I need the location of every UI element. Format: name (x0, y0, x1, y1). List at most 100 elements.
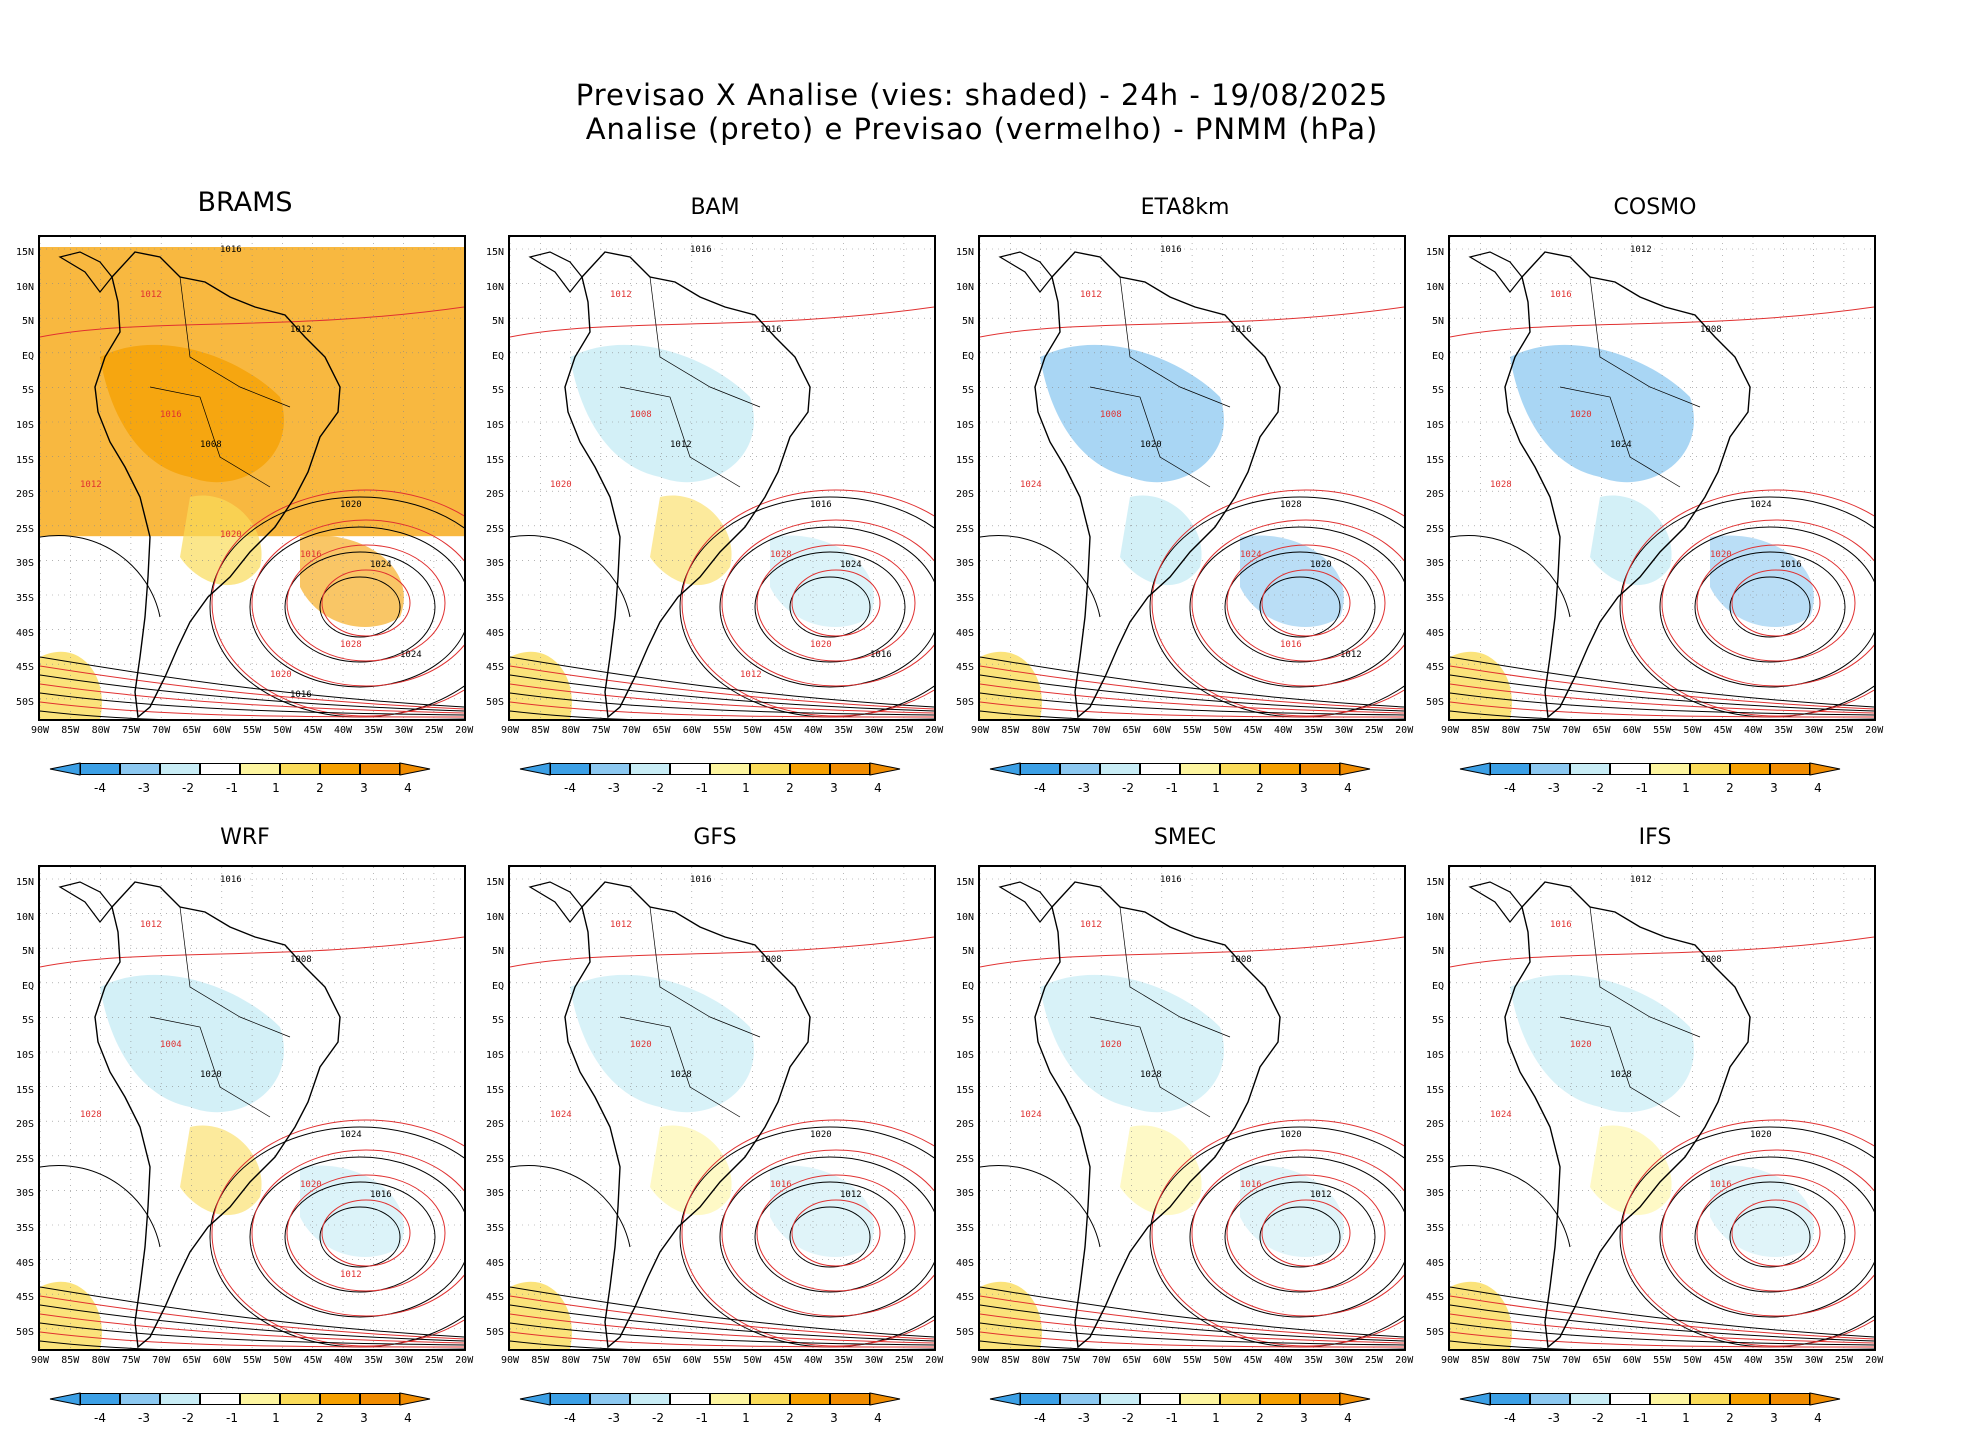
latitude-label: 50S (485, 696, 504, 708)
panel-title: GFS (693, 825, 737, 850)
continent-outline (1504, 881, 1751, 1349)
bias-shading (300, 1165, 404, 1257)
isobar-south (1450, 656, 1874, 708)
colorbar-segment (1570, 763, 1610, 775)
colorbar-segment (1180, 763, 1220, 775)
longitude-label: 70W (152, 1355, 171, 1366)
colorbar-label: -1 (226, 1411, 238, 1425)
colorbar-label: -1 (1166, 781, 1178, 795)
latitude-label: 25S (955, 1153, 974, 1165)
longitude-label: 70W (622, 1355, 641, 1366)
colorbar-segment (710, 763, 750, 775)
colorbar-segment (750, 1393, 790, 1405)
isobar-label: 1028 (340, 640, 362, 650)
colorbar-segment (670, 1393, 710, 1405)
colorbar-label: -2 (1592, 1411, 1604, 1425)
isobar-south (1450, 665, 1874, 710)
longitude-label: 60W (1152, 725, 1171, 736)
longitude-label: 50W (1213, 1355, 1232, 1366)
forecast-isobar (211, 1119, 464, 1347)
colorbar-right-arrow (869, 1392, 901, 1406)
isobar-label: 1016 (690, 245, 712, 255)
bias-shading (1120, 1125, 1202, 1216)
isobar-label: 1012 (1340, 650, 1362, 660)
isobar-label: 1008 (630, 410, 652, 420)
latitude-label: 15N (955, 877, 974, 888)
colorbar-label: 2 (1256, 781, 1264, 795)
longitude-label: 35W (364, 1355, 383, 1366)
forecast-isobar (510, 936, 934, 968)
colorbar-label: 3 (360, 1411, 368, 1425)
latitude-label: 5S (1431, 385, 1444, 397)
colorbar-label: 4 (1814, 1411, 1822, 1425)
longitude-label: 30W (1804, 1355, 1823, 1366)
colorbar-label: 2 (316, 1411, 324, 1425)
figure-title-line1: Previsao X Analise (vies: shaded) - 24h … (575, 78, 1389, 112)
bias-shading (1710, 1165, 1814, 1257)
latitude-label: 15N (15, 247, 34, 258)
colorbar-segment (1530, 763, 1570, 775)
analysis-isobar (719, 526, 934, 688)
forecast-isobar (1191, 1149, 1404, 1317)
longitude-label: 40W (1273, 725, 1293, 736)
country-borders (619, 276, 761, 488)
longitude-label: 25W (1364, 1355, 1383, 1366)
isobar-south (1450, 1295, 1874, 1340)
continent-outline (94, 251, 341, 719)
central-america-outline (998, 881, 1053, 923)
colorbar-label: 1 (742, 1411, 750, 1425)
isobar-south (40, 674, 464, 712)
colorbar (515, 759, 935, 779)
forecast-isobar (40, 936, 464, 968)
longitude-label: 25W (1834, 1355, 1853, 1366)
longitude-label: 75W (1061, 1355, 1080, 1366)
colorbar-segment (240, 1393, 280, 1405)
latitude-label: 40S (15, 627, 34, 639)
isobar-south (980, 1331, 1404, 1348)
longitude-label: 45W (1243, 725, 1262, 736)
country-borders (149, 276, 291, 488)
colorbar-right-arrow (1809, 1392, 1841, 1406)
isobar-label: 1016 (870, 650, 892, 660)
central-america-outline (1468, 251, 1523, 293)
isobar-south (510, 1295, 934, 1340)
latitude-label: 20S (15, 489, 34, 501)
isobar-label: 1016 (1160, 245, 1182, 255)
longitude-label: 35W (1304, 725, 1323, 736)
colorbar-segment (1690, 763, 1730, 775)
country-borders (1089, 276, 1231, 488)
colorbar-label: -1 (1636, 1411, 1648, 1425)
isobar-south (980, 1313, 1404, 1344)
latitude-label: EQ (21, 980, 34, 992)
analysis-isobar (1189, 526, 1404, 688)
colorbar-segment (790, 763, 830, 775)
latitude-label: 30S (1425, 1188, 1444, 1200)
panel-title: IFS (1638, 825, 1672, 850)
analysis-isobar (719, 1156, 934, 1318)
latitude-label: 10S (485, 1050, 504, 1061)
latitude-label: 5S (491, 1015, 504, 1027)
isobar-label: 1016 (220, 245, 242, 255)
forecast-isobar (681, 489, 934, 717)
isobar-south (510, 1304, 934, 1342)
analysis-isobar (284, 1181, 436, 1293)
isobar-label: 1004 (160, 1040, 182, 1050)
panel-ifs: IFS 15N 10N 5N EQ 5S 10S 15S 20S 25S 30S 35S 40S 45S 5… (1410, 825, 1883, 1445)
analysis-isobar (40, 1165, 161, 1248)
colorbar-segment (120, 763, 160, 775)
latitude-label: 15S (485, 1084, 504, 1096)
latitude-label: 10N (485, 281, 504, 293)
colorbar-label: -2 (1122, 1411, 1134, 1425)
longitude-label: 40W (333, 725, 353, 736)
latitude-label: 45S (485, 662, 504, 674)
isobar-south (1450, 1322, 1874, 1346)
isobar-label: 1016 (1280, 640, 1302, 650)
longitude-label: 70W (152, 725, 171, 736)
isobar-label: 1020 (340, 500, 362, 510)
isobar-label: 1012 (140, 290, 162, 300)
longitude-label: 25W (1364, 725, 1383, 736)
longitude-label: 55W (1653, 1355, 1672, 1366)
central-america-outline (58, 881, 113, 923)
longitude-label: 45W (1713, 1355, 1732, 1366)
country-borders (1559, 276, 1701, 488)
